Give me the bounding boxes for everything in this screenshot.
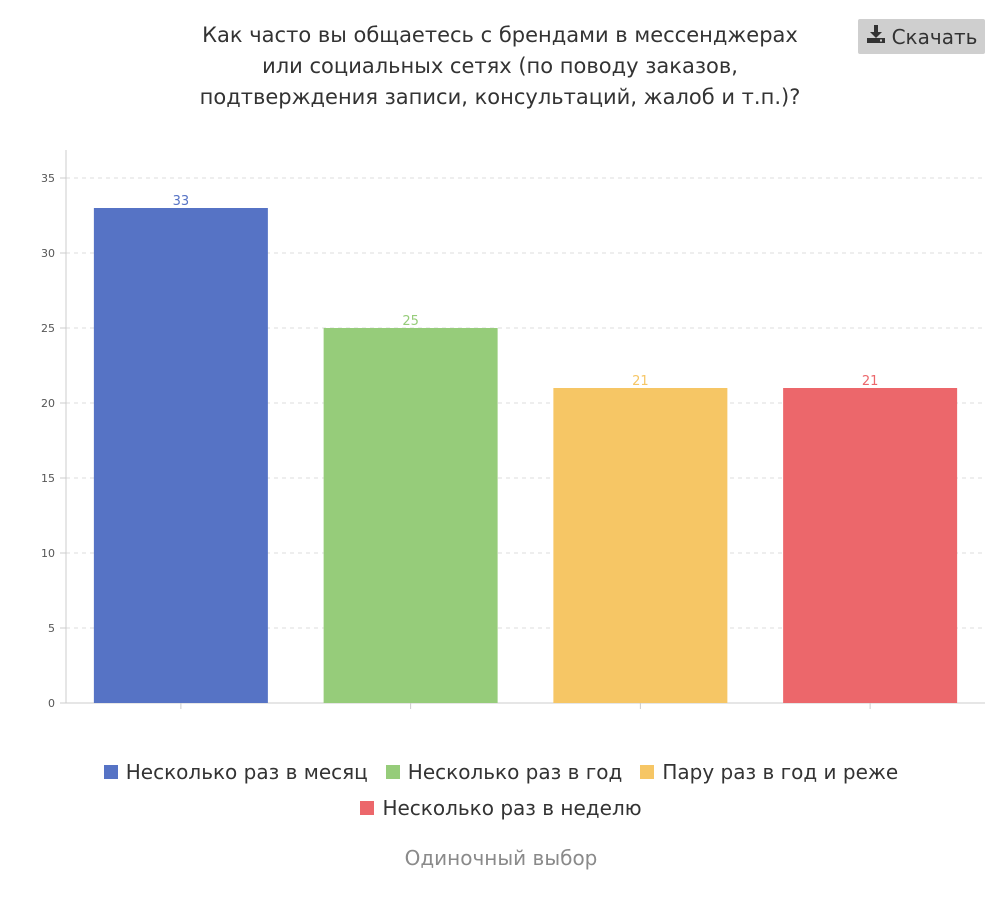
selection-type-note: Одиночный выбор [404, 846, 598, 870]
legend-row: Несколько раз в месяц Несколько раз в го… [0, 754, 1002, 790]
bar [553, 388, 728, 703]
y-tick-label: 35 [41, 172, 55, 185]
download-icon [866, 24, 886, 49]
legend-swatch [360, 801, 375, 815]
bar [93, 208, 268, 703]
download-label: Скачать [891, 24, 978, 49]
legend-item[interactable]: Пару раз в год и реже [640, 754, 898, 790]
legend-label: Несколько раз в год [407, 760, 623, 784]
legend-swatch [103, 765, 118, 779]
download-button[interactable]: Скачать [858, 19, 985, 54]
y-tick-label: 25 [41, 322, 55, 335]
title-line: Как часто вы общаетесь с брендами в месс… [202, 23, 798, 47]
legend-item[interactable]: Несколько раз в неделю [360, 790, 642, 826]
y-tick-label: 30 [41, 247, 55, 260]
data-label: 25 [402, 314, 419, 329]
bar [323, 328, 498, 703]
legend-swatch [640, 765, 655, 779]
bar [783, 388, 958, 703]
y-tick-label: 15 [41, 472, 55, 485]
y-tick-label: 20 [41, 397, 55, 410]
legend-label: Пару раз в год и реже [662, 760, 899, 784]
legend-item[interactable]: Несколько раз в год [385, 754, 623, 790]
data-label: 33 [173, 194, 190, 209]
legend-label: Несколько раз в месяц [125, 760, 368, 784]
y-tick-label: 5 [48, 622, 55, 635]
title-line: или социальных сетях (по поводу заказов, [262, 54, 738, 78]
chart-title: Как часто вы общаетесь с брендами в месс… [150, 20, 850, 113]
title-line: подтверждения записи, консультаций, жало… [199, 85, 801, 109]
data-label: 21 [862, 374, 879, 389]
y-tick-label: 10 [41, 547, 55, 560]
legend-label: Несколько раз в неделю [382, 796, 642, 820]
legend: Несколько раз в месяц Несколько раз в го… [0, 754, 1002, 826]
legend-row: Несколько раз в неделю [0, 790, 1002, 826]
legend-swatch [385, 765, 400, 779]
legend-item[interactable]: Несколько раз в месяц [103, 754, 368, 790]
y-tick-label: 0 [48, 697, 55, 710]
bar-chart: 0 5 10 15 20 25 30 35 33 25 21 21 [41, 150, 985, 710]
data-label: 21 [632, 374, 649, 389]
